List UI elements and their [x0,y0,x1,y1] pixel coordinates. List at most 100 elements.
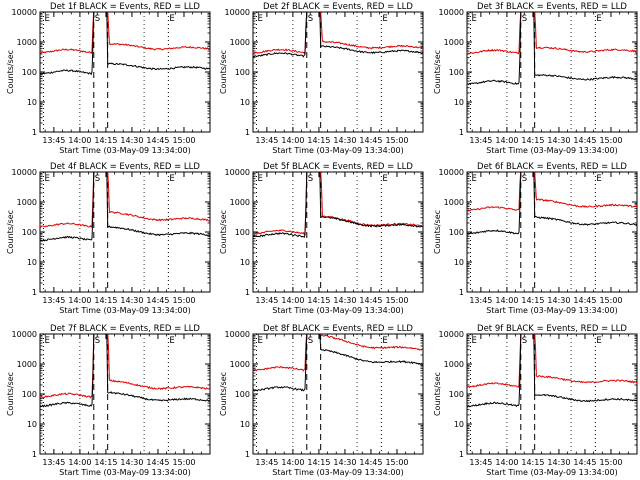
panel-det-8: Det 8f BLACK = Events, RED = LLD 1 10 100 10… [219,324,424,477]
x-tick-label: 14:00 [68,296,91,305]
x-tick-label: 14:45 [146,136,169,145]
time-marker-label: E [44,336,49,346]
x-tick-label: 14:30 [333,136,356,145]
time-marker-label: E [596,336,601,346]
lld-series-line [467,334,637,389]
time-marker-label: E [471,174,476,184]
x-tick-label: 15:00 [385,296,408,305]
time-marker-label: S [95,336,100,346]
x-tick-label: 14:45 [146,296,169,305]
y-axis-label: Counts/sec [433,372,442,416]
y-tick-label: 10000 [439,330,464,339]
y-tick-label: 10000 [439,8,464,17]
panel-title: Det 4f BLACK = Events, RED = LLD [50,162,200,172]
time-marker-label: E [169,14,174,24]
time-marker-label: S [308,174,313,184]
events-series-line [40,172,210,242]
y-tick-label: 10 [27,420,37,429]
y-tick-label: 10 [454,98,464,107]
x-tick-label: 13:45 [469,136,492,145]
panel-det-3: Det 3f BLACK = Events, RED = LLD 1 10 100 10… [433,2,638,155]
x-tick-label: 14:15 [521,136,544,145]
y-tick-label: 1000 [230,198,250,207]
plot-area [40,172,210,242]
y-axis-label: Counts/sec [219,210,228,254]
x-tick-label: 13:45 [255,296,278,305]
panel-title: Det 1f BLACK = Events, RED = LLD [50,2,200,12]
time-marker-label: E [382,336,387,346]
lld-series-line [467,172,637,212]
x-tick-label: 15:00 [385,136,408,145]
x-tick-label: 13:45 [255,136,278,145]
events-series-line [467,334,637,408]
time-marker-label: E [596,174,601,184]
x-tick-label: 13:45 [42,136,65,145]
y-tick-label: 10000 [12,330,37,339]
y-tick-label: 100 [235,390,250,399]
x-tick-label: 14:45 [573,136,596,145]
events-series-line [40,12,210,76]
y-tick-label: 1000 [444,198,464,207]
x-axis-label: Start Time (03-May-09 13:34:00) [272,146,403,155]
time-marker-label: E [257,336,262,346]
x-axis-label: Start Time (03-May-09 13:34:00) [59,306,190,315]
plot-area [467,334,637,408]
x-axis-label: Start Time (03-May-09 13:34:00) [486,468,617,477]
y-tick-label: 1 [459,450,464,459]
x-tick-label: 14:45 [573,458,596,467]
y-tick-label: 100 [22,390,37,399]
x-tick-label: 14:15 [94,458,117,467]
y-tick-label: 100 [449,68,464,77]
y-axis-label: Counts/sec [433,50,442,94]
plot-area [253,334,423,392]
x-tick-label: 14:00 [495,296,518,305]
x-tick-label: 13:45 [255,458,278,467]
time-marker-label: E [471,14,476,24]
x-tick-label: 14:15 [94,136,117,145]
x-tick-label: 15:00 [172,296,195,305]
y-tick-label: 10 [27,258,37,267]
x-tick-label: 14:30 [547,136,570,145]
plot-area [40,12,210,76]
lld-series-line [253,12,423,55]
x-tick-label: 14:30 [333,458,356,467]
y-tick-label: 1 [32,128,37,137]
x-tick-label: 14:15 [307,136,330,145]
plot-frame [252,11,424,133]
plot-area [253,172,423,238]
y-tick-label: 100 [235,228,250,237]
x-tick-label: 14:15 [94,296,117,305]
time-marker-label: S [308,14,313,24]
y-tick-label: 1 [459,288,464,297]
panel-det-9: Det 9f BLACK = Events, RED = LLD 1 10 100 10… [433,324,638,477]
y-tick-label: 1 [32,288,37,297]
y-tick-label: 10 [27,98,37,107]
x-tick-label: 14:00 [68,458,91,467]
panel-title: Det 3f BLACK = Events, RED = LLD [477,2,627,12]
time-marker-label: E [596,14,601,24]
y-axis-label: Counts/sec [6,50,15,94]
x-tick-label: 14:45 [359,136,382,145]
time-marker-label: E [471,336,476,346]
x-tick-label: 14:15 [307,458,330,467]
x-tick-label: 13:45 [42,296,65,305]
x-tick-label: 15:00 [599,296,622,305]
plot-frame [39,171,211,293]
panel-title: Det 2f BLACK = Events, RED = LLD [263,2,413,12]
x-axis-label: Start Time (03-May-09 13:34:00) [486,306,617,315]
time-marker-label: E [44,174,49,184]
y-tick-label: 1000 [444,360,464,369]
time-marker-label: E [44,14,49,24]
y-axis-label: Counts/sec [6,210,15,254]
lld-series-line [40,12,210,55]
time-marker-label: S [95,174,100,184]
panel-det-4: Det 4f BLACK = Events, RED = LLD 1 10 100 10… [6,162,211,315]
y-tick-label: 1000 [230,38,250,47]
y-tick-label: 10000 [439,168,464,177]
panel-det-7: Det 7f BLACK = Events, RED = LLD 1 10 100 10… [6,324,211,477]
x-tick-label: 15:00 [599,136,622,145]
time-marker-label: E [169,336,174,346]
y-tick-label: 1000 [444,38,464,47]
x-tick-label: 14:30 [120,136,143,145]
y-tick-label: 100 [22,68,37,77]
